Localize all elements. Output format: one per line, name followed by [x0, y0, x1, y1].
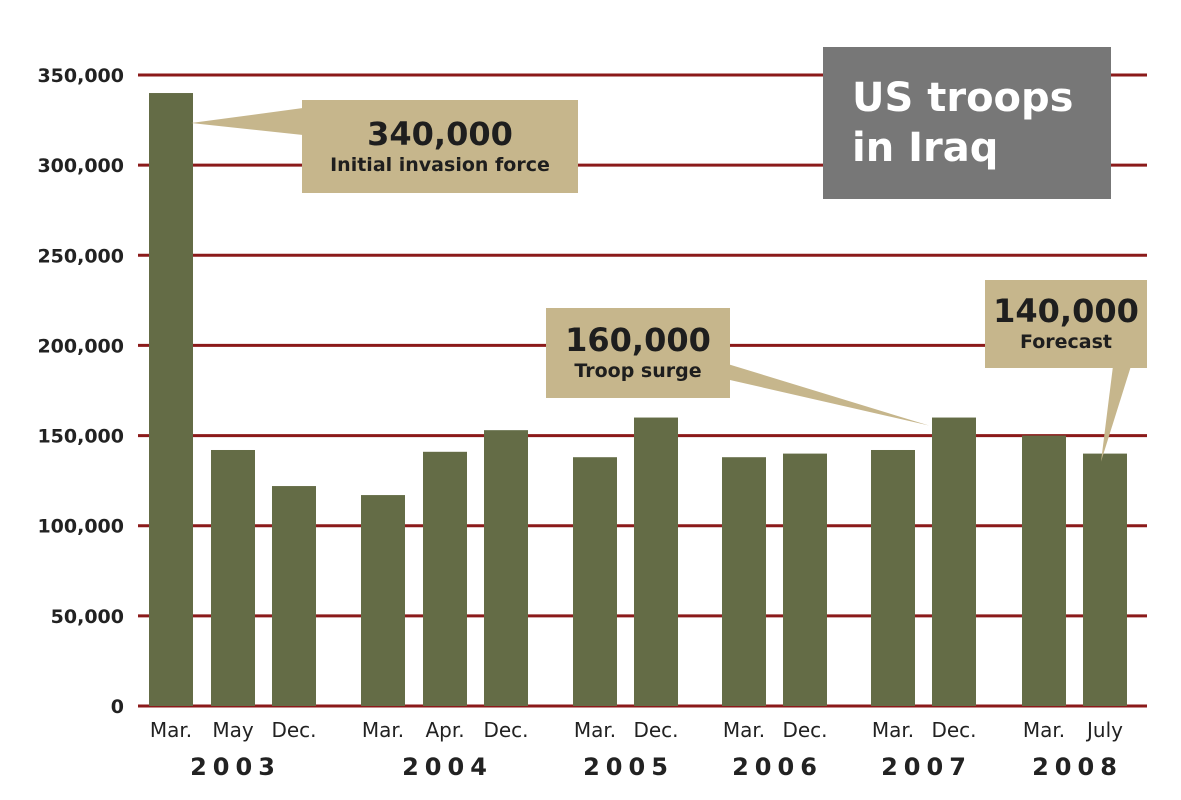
bar	[871, 449, 915, 706]
bar	[361, 495, 405, 706]
callout-forecast: 140,000 Forecast	[985, 280, 1147, 368]
chart-title-box: US troops in Iraq	[823, 47, 1111, 199]
x-tick-label: Dec.	[931, 718, 976, 742]
x-tick-label: Mar.	[1023, 718, 1065, 742]
x-tick-label: Mar.	[872, 718, 914, 742]
callout-value: 160,000	[565, 321, 711, 359]
x-tick-label: Dec.	[271, 718, 316, 742]
bar	[423, 451, 467, 706]
bar	[634, 417, 678, 706]
bar	[783, 453, 827, 706]
pointer-forecast	[1101, 366, 1131, 462]
year-label: 2003	[190, 753, 281, 781]
pointer-initial-invasion	[191, 108, 303, 135]
bar	[573, 457, 617, 706]
callout-value: 340,000	[367, 114, 513, 153]
bar	[211, 449, 255, 706]
bar	[149, 93, 193, 707]
y-axis-tick-labels: 0 50,000 100,000 150,000 200,000 250,000 300,0…	[37, 65, 124, 718]
y-tick-label: 0	[111, 696, 124, 718]
x-tick-label: Dec.	[483, 718, 528, 742]
chart-title: US troops in Iraq	[852, 73, 1082, 173]
callout-initial-invasion: 340,000 Initial invasion force	[302, 100, 578, 193]
x-tick-label: July	[1085, 718, 1123, 742]
pointer-troop-surge	[708, 358, 929, 426]
x-tick-label: Dec.	[782, 718, 827, 742]
bar	[1022, 435, 1066, 706]
y-tick-label: 300,000	[37, 155, 124, 177]
x-tick-label: Mar.	[574, 718, 616, 742]
x-axis-year-labels: 2003 2004 2005 2006 2007 2008	[190, 753, 1123, 781]
callout-label: Troop surge	[574, 360, 702, 382]
year-label: 2007	[881, 753, 972, 781]
callout-troop-surge: 160,000 Troop surge	[546, 308, 730, 398]
chart-title-line-2: in Iraq	[852, 125, 999, 171]
x-tick-label: May	[212, 718, 254, 742]
y-tick-label: 200,000	[37, 335, 124, 357]
year-label: 2005	[583, 753, 674, 781]
bars	[149, 93, 1127, 707]
callout-value: 140,000	[993, 292, 1139, 330]
bar	[1083, 453, 1127, 706]
y-tick-label: 50,000	[51, 606, 124, 628]
bar	[722, 457, 766, 706]
y-tick-label: 250,000	[37, 245, 124, 267]
callout-label: Forecast	[1020, 331, 1112, 353]
x-tick-label: Dec.	[633, 718, 678, 742]
bar	[932, 417, 976, 706]
callout-label: Initial invasion force	[330, 153, 550, 176]
y-tick-label: 350,000	[37, 65, 124, 87]
y-tick-label: 150,000	[37, 426, 124, 448]
chart-title-line-1: US troops	[852, 75, 1074, 121]
callout-pointers	[191, 108, 1131, 462]
x-axis-month-labels: Mar. May Dec. Mar. Apr. Dec. Mar. Dec. Mar. Dec. M…	[150, 718, 1123, 742]
bar	[484, 430, 528, 706]
y-tick-label: 100,000	[37, 516, 124, 538]
x-tick-label: Mar.	[362, 718, 404, 742]
bar	[272, 486, 316, 706]
x-tick-label: Mar.	[150, 718, 192, 742]
year-label: 2008	[1032, 753, 1123, 781]
x-tick-label: Mar.	[723, 718, 765, 742]
year-label: 2004	[402, 753, 493, 781]
year-label: 2006	[732, 753, 823, 781]
x-tick-label: Apr.	[425, 718, 464, 742]
